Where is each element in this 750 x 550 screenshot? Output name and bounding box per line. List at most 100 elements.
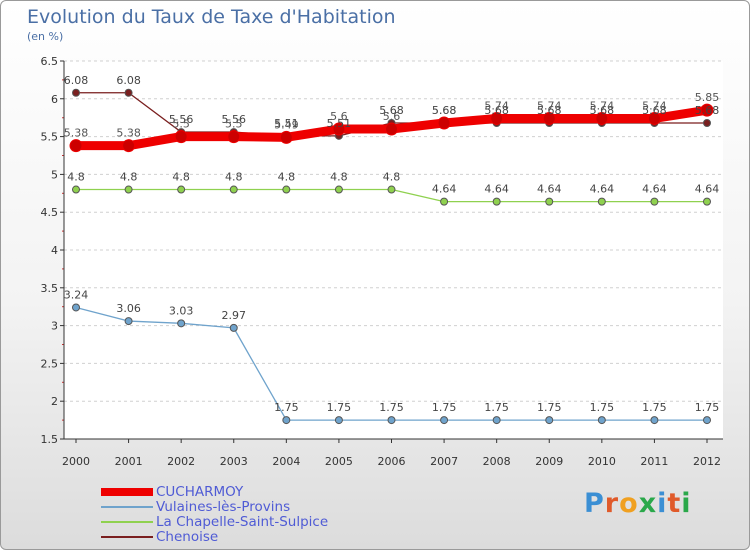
- x-tick-label: 2001: [115, 455, 143, 468]
- data-label: 3.06: [116, 302, 141, 315]
- data-point: [174, 130, 188, 144]
- legend-label: CUCHARMOY: [156, 484, 244, 500]
- data-label: 5.68: [590, 104, 615, 117]
- y-tick-label: 6.5: [41, 55, 59, 68]
- x-tick-label: 2006: [378, 455, 406, 468]
- x-tick-label: 2002: [167, 455, 195, 468]
- data-point: [72, 303, 80, 312]
- data-label: 4.64: [537, 183, 562, 196]
- y-tick-label: 4: [51, 244, 58, 257]
- data-point: [597, 197, 606, 206]
- y-tick-label: 5.5: [41, 131, 59, 144]
- logo-letter: o: [619, 488, 639, 519]
- data-point: [124, 317, 133, 326]
- data-point: [332, 122, 346, 136]
- data-point: [595, 111, 609, 125]
- data-point: [703, 416, 711, 425]
- data-label: 5.51: [327, 117, 352, 130]
- data-point: [650, 197, 659, 206]
- chart-unit-label: (en %): [27, 30, 64, 43]
- y-tick-label: 3: [51, 320, 58, 333]
- data-label: 3.24: [64, 288, 89, 301]
- data-point: [545, 416, 554, 425]
- legend-label: Chenoise: [156, 529, 219, 545]
- data-point: [387, 416, 396, 425]
- data-label: 4.8: [383, 171, 401, 184]
- x-tick-label: 2008: [483, 455, 511, 468]
- series-layer: [69, 88, 714, 425]
- data-point: [124, 185, 133, 194]
- data-point: [177, 185, 186, 194]
- data-label: 1.75: [590, 401, 615, 414]
- data-label: 4.64: [695, 183, 720, 196]
- y-tick-label: 4.5: [41, 206, 59, 219]
- data-label: 5.6: [383, 110, 401, 123]
- y-tick-label: 1.5: [41, 433, 59, 446]
- data-label: 5.68: [432, 104, 457, 117]
- data-label: 5.74: [484, 99, 509, 112]
- data-point: [229, 323, 238, 332]
- data-label: 4.8: [278, 171, 296, 184]
- data-point: [700, 103, 714, 117]
- data-point: [440, 416, 449, 425]
- data-label: 4.8: [225, 171, 243, 184]
- data-point: [124, 88, 133, 97]
- legend-swatch: [101, 488, 153, 496]
- chart-title: Evolution du Taux de Taxe d'Habitation: [27, 6, 396, 28]
- logo-letter: P: [584, 488, 605, 519]
- data-point: [334, 416, 343, 425]
- data-label: 5.74: [537, 99, 562, 112]
- data-label: 4.8: [67, 171, 85, 184]
- x-tick-label: 2007: [430, 455, 458, 468]
- logo-letter: x: [638, 488, 658, 519]
- data-label: 1.75: [695, 401, 720, 414]
- data-point: [437, 116, 451, 130]
- logo-letter: i: [657, 488, 668, 519]
- data-label: 5.68: [642, 104, 667, 117]
- data-label: 1.75: [432, 401, 457, 414]
- data-point: [69, 139, 83, 153]
- data-point: [229, 185, 238, 194]
- data-label: 5.5: [225, 118, 243, 131]
- x-tick-label: 2010: [588, 455, 616, 468]
- data-point: [279, 130, 293, 144]
- data-label: 4.8: [172, 171, 190, 184]
- x-tick-label: 2005: [325, 455, 353, 468]
- data-label: 1.75: [274, 401, 299, 414]
- data-label: 5.85: [695, 91, 720, 104]
- data-point: [334, 185, 343, 194]
- data-point: [385, 122, 398, 136]
- data-point: [647, 111, 661, 125]
- data-label: 1.75: [537, 401, 562, 414]
- data-label: 5.68: [379, 104, 404, 117]
- data-label: 5.68: [432, 104, 457, 117]
- legend-swatch: [101, 506, 153, 508]
- y-tick-label: 2.5: [41, 357, 59, 370]
- y-tick-label: 6: [51, 93, 58, 106]
- data-point: [650, 416, 659, 425]
- data-label: 5.74: [590, 99, 615, 112]
- data-label: 5.5: [172, 118, 190, 131]
- data-point: [545, 197, 554, 206]
- data-point: [492, 416, 501, 425]
- data-label-layer: 6.08 6.08 5.56 5.56 5.51 5.51 5.68 5.68 5.68 5.68…: [64, 74, 720, 414]
- data-label: 5.68: [484, 104, 509, 117]
- x-tick-label: 2009: [535, 455, 563, 468]
- data-label: 5.51: [274, 117, 299, 130]
- data-point: [703, 118, 711, 127]
- data-point: [387, 185, 396, 194]
- data-label: 1.75: [642, 401, 667, 414]
- data-point: [72, 185, 80, 194]
- legend-swatch: [101, 536, 153, 538]
- data-point: [227, 130, 241, 144]
- data-label: 3.03: [169, 304, 194, 317]
- data-label: 2.97: [222, 309, 247, 322]
- data-label: 4.64: [432, 183, 457, 196]
- data-point: [122, 139, 136, 153]
- x-tick-label: 2004: [272, 455, 300, 468]
- data-point: [282, 185, 291, 194]
- data-label: 6.08: [64, 74, 89, 87]
